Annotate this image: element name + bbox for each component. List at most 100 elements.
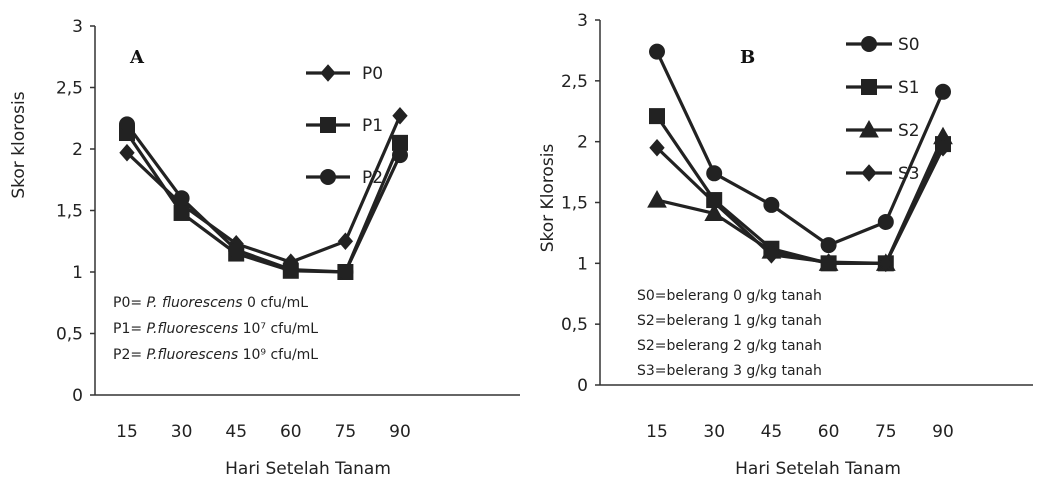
legend-marker <box>861 79 877 95</box>
x-tick-label: 60 <box>818 422 840 442</box>
legend-entry: P0 <box>306 64 383 84</box>
y-tick-label: 1,5 <box>56 202 83 222</box>
y-tick-label: 0,5 <box>56 325 83 345</box>
x-tick-label: 15 <box>116 422 138 442</box>
data-point <box>119 116 135 133</box>
data-point <box>173 190 190 207</box>
note-prefix: S2=belerang 1 g/kg tanah <box>637 313 822 329</box>
series-s0 <box>649 43 951 254</box>
legend-marker <box>320 117 336 133</box>
data-point <box>704 203 725 221</box>
note-prefix: S0=belerang 0 g/kg tanah <box>637 288 822 304</box>
annotation-note: P1= P.fluorescens 10⁷ cfu/mL <box>113 321 318 337</box>
data-point <box>763 196 780 213</box>
data-point <box>877 213 894 230</box>
data-point <box>820 253 837 271</box>
data-point <box>935 83 951 100</box>
series-line <box>656 136 945 265</box>
note-italic: P.fluorescens <box>147 321 239 337</box>
data-point <box>649 108 665 125</box>
x-axis-title: Hari Setelah Tanam <box>735 459 901 479</box>
y-tick-label: 0,5 <box>561 315 588 335</box>
note-italic: P.fluorescens <box>147 347 239 363</box>
series-line <box>655 146 945 265</box>
annotation-note: S3=belerang 3 g/kg tanah <box>637 363 822 379</box>
y-tick-label: 1 <box>577 254 588 274</box>
note-suffix: 10⁷ cfu/mL <box>238 321 318 337</box>
data-point <box>647 190 667 208</box>
x-tick-label: 30 <box>171 422 193 442</box>
y-tick-label: 3 <box>72 17 83 37</box>
data-point <box>119 143 135 162</box>
chart-panel-b: 0 0,5 1 1,5 2 2,5 3 15 30 45 60 75 90 Skor Klorosis Ha… <box>538 11 1033 479</box>
annotation-note: S0=belerang 0 g/kg tanah <box>637 288 822 304</box>
data-point <box>935 138 951 157</box>
legend-entry: P2 <box>306 168 383 188</box>
chart-panel-a: 0 0,5 1 1,5 2 2,5 3 15 30 45 60 75 90 Skor klorosis Ha… <box>9 17 520 479</box>
data-point <box>706 165 723 182</box>
series-line <box>125 115 402 264</box>
series-p2 <box>119 116 408 280</box>
legend-marker <box>861 36 877 52</box>
y-axis-title: Skor klorosis <box>9 91 29 198</box>
note-suffix: 0 cfu/mL <box>243 295 309 311</box>
y-tick-label: 0 <box>72 386 83 406</box>
y-tick-label: 3 <box>577 11 588 31</box>
note-prefix: P0= <box>113 295 147 311</box>
data-point <box>649 138 665 157</box>
note-prefix: P2= <box>113 347 147 363</box>
x-axis-title: Hari Setelah Tanam <box>225 459 391 479</box>
y-tick-label: 2,5 <box>56 79 83 99</box>
legend-entry: S1 <box>846 78 920 98</box>
x-tick-label: 45 <box>761 422 783 442</box>
legend-marker <box>861 164 877 182</box>
panel-label: A <box>129 47 145 68</box>
legend-label: S1 <box>898 78 920 98</box>
data-point <box>706 193 722 212</box>
data-point <box>649 43 665 60</box>
data-point <box>173 204 190 221</box>
note-prefix: S3=belerang 3 g/kg tanah <box>637 363 822 379</box>
note-prefix: S2=belerang 2 g/kg tanah <box>637 338 822 354</box>
series-line <box>125 123 402 274</box>
annotation-note: S2=belerang 1 g/kg tanah <box>637 313 822 329</box>
legend-label: P0 <box>362 64 383 84</box>
x-tick-label: 30 <box>703 422 725 442</box>
series-p1 <box>119 125 408 280</box>
legend-label: P1 <box>362 116 383 136</box>
series-line <box>125 132 402 274</box>
y-tick-label: 1,5 <box>561 194 588 214</box>
x-tick-label: 60 <box>280 422 302 442</box>
y-tick-label: 0 <box>577 376 588 396</box>
legend-entry: S2 <box>846 119 920 141</box>
data-point <box>337 232 354 251</box>
series-s2 <box>647 126 953 271</box>
y-tick-label: 1 <box>72 263 83 283</box>
x-tick-label: 15 <box>646 422 668 442</box>
legend-marker <box>320 64 336 82</box>
note-italic: P. fluorescens <box>147 295 243 311</box>
legend-entry: S0 <box>846 35 920 55</box>
annotation-note: P0= P. fluorescens 0 cfu/mL <box>113 295 308 311</box>
x-tick-label: 90 <box>932 422 954 442</box>
note-prefix: P1= <box>113 321 147 337</box>
legend-label: P2 <box>362 168 383 188</box>
y-tick-label: 2,5 <box>561 72 588 92</box>
legend-label: S3 <box>898 164 920 184</box>
data-point <box>337 264 354 280</box>
data-point <box>392 107 408 125</box>
series-s3 <box>649 138 951 273</box>
series-line <box>655 50 945 247</box>
panel-label: B <box>740 47 755 68</box>
data-point <box>820 237 837 254</box>
note-suffix: 10⁹ cfu/mL <box>238 347 318 363</box>
legend-marker <box>320 169 336 185</box>
annotation-note: P2= P.fluorescens 10⁹ cfu/mL <box>113 347 318 363</box>
annotation-note: S2=belerang 2 g/kg tanah <box>637 338 822 354</box>
x-tick-label: 75 <box>875 422 897 442</box>
y-axis-title: Skor Klorosis <box>538 144 558 253</box>
data-point <box>878 254 894 273</box>
x-tick-label: 45 <box>225 422 247 442</box>
legend-marker <box>859 119 879 138</box>
